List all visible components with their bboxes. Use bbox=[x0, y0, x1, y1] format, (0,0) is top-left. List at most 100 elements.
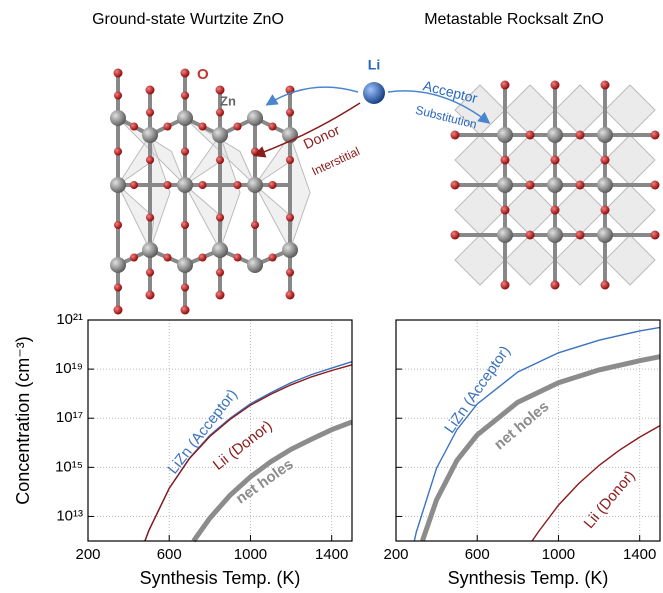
o-atom bbox=[651, 181, 660, 190]
zn-atom bbox=[547, 227, 563, 243]
zn-atom bbox=[110, 110, 126, 126]
y-tick-label: 10¹⁵ bbox=[55, 458, 83, 475]
right-title: Metastable Rocksalt ZnO bbox=[424, 11, 604, 28]
o-atom bbox=[130, 181, 138, 189]
x-axis-label: Synthesis Temp. (K) bbox=[140, 568, 301, 588]
o-atom bbox=[286, 269, 294, 277]
o-atom bbox=[451, 181, 460, 190]
o-atom bbox=[181, 92, 189, 100]
o-atom bbox=[164, 181, 172, 189]
o-atom bbox=[146, 214, 154, 222]
o-atom bbox=[181, 69, 190, 78]
zn-atom bbox=[497, 177, 513, 193]
o-atom bbox=[269, 123, 277, 131]
o-atom bbox=[576, 131, 585, 140]
o-atom bbox=[601, 156, 610, 165]
o-atom bbox=[651, 231, 660, 240]
y-tick-label: 10¹⁹ bbox=[55, 360, 83, 377]
o-atom bbox=[269, 181, 277, 189]
octahedron bbox=[555, 135, 605, 185]
o-atom bbox=[164, 123, 172, 131]
o-atom bbox=[576, 181, 585, 190]
charts: LiZn (Acceptor)Lii (Donor)net holes20060… bbox=[13, 311, 660, 588]
rocksalt-structure bbox=[451, 81, 660, 290]
o-atom bbox=[286, 291, 295, 300]
x-tick-label: 1400 bbox=[315, 546, 348, 563]
o-atom bbox=[576, 231, 585, 240]
y-tick-label: 10¹³ bbox=[56, 507, 83, 524]
series-label: net holes bbox=[491, 398, 552, 453]
zn-atom bbox=[247, 257, 263, 273]
zn-atom bbox=[497, 127, 513, 143]
o-atom bbox=[164, 254, 172, 262]
o-atom bbox=[551, 81, 560, 90]
o-atom bbox=[146, 86, 155, 95]
zn-atom bbox=[177, 110, 193, 126]
zn-atom bbox=[177, 177, 193, 193]
x-tick-label: 600 bbox=[465, 546, 490, 563]
o-atom bbox=[234, 123, 242, 131]
octahedron bbox=[455, 235, 505, 285]
o-atom bbox=[216, 109, 224, 117]
x-tick-label: 200 bbox=[75, 546, 100, 563]
zn-atom bbox=[177, 257, 193, 273]
x-tick-label: 1000 bbox=[234, 546, 267, 563]
zn-atom bbox=[497, 227, 513, 243]
o-atom bbox=[501, 81, 510, 90]
zn-atom bbox=[110, 257, 126, 273]
o-atom bbox=[181, 221, 189, 229]
zn-label: Zn bbox=[220, 93, 236, 108]
o-atom bbox=[181, 148, 189, 156]
o-atom bbox=[114, 148, 122, 156]
zn-atom bbox=[247, 110, 263, 126]
y-tick-label: 10¹⁷ bbox=[56, 409, 83, 426]
li-label: Li bbox=[368, 57, 380, 73]
x-tick-label: 1400 bbox=[623, 546, 656, 563]
o-atom bbox=[501, 206, 510, 215]
o-atom bbox=[146, 109, 154, 117]
zn-atom bbox=[142, 242, 158, 258]
zn-atom bbox=[547, 177, 563, 193]
octahedron bbox=[505, 235, 555, 285]
figure: Ground-state Wurtzite ZnO Metastable Roc… bbox=[0, 0, 663, 593]
o-atom bbox=[601, 81, 610, 90]
o-atom bbox=[114, 69, 123, 78]
zn-atom bbox=[597, 177, 613, 193]
o-atom bbox=[501, 281, 510, 290]
zn-atom bbox=[597, 227, 613, 243]
o-atom bbox=[451, 231, 460, 240]
octahedron bbox=[455, 135, 505, 185]
o-atom bbox=[199, 254, 207, 262]
o-atom bbox=[234, 181, 242, 189]
zn-atom bbox=[597, 127, 613, 143]
o-atom bbox=[199, 123, 207, 131]
o-atom bbox=[451, 131, 460, 140]
octahedron bbox=[555, 185, 605, 235]
o-atom bbox=[146, 156, 154, 164]
wurtzite-structure bbox=[110, 69, 310, 315]
interstitial-label: Interstitial bbox=[309, 144, 361, 178]
o-atom bbox=[181, 284, 189, 292]
left-title: Ground-state Wurtzite ZnO bbox=[92, 11, 284, 28]
zn-atom bbox=[282, 242, 298, 258]
o-atom bbox=[216, 156, 224, 164]
o-label: O bbox=[197, 66, 209, 83]
o-atom bbox=[114, 284, 122, 292]
octahedron bbox=[505, 185, 555, 235]
o-atom bbox=[551, 156, 560, 165]
o-atom bbox=[286, 156, 294, 164]
arrow-interstitial-blue bbox=[268, 87, 358, 104]
o-atom bbox=[286, 109, 294, 117]
o-atom bbox=[114, 306, 123, 315]
o-atom bbox=[199, 181, 207, 189]
o-atom bbox=[526, 181, 535, 190]
o-atom bbox=[601, 281, 610, 290]
series-label: Lii (Donor) bbox=[581, 467, 639, 532]
octahedron bbox=[505, 85, 555, 135]
o-atom bbox=[216, 214, 224, 222]
acceptor-label: Acceptor bbox=[422, 77, 480, 106]
o-atom bbox=[130, 123, 138, 131]
o-atom bbox=[146, 269, 154, 277]
o-atom bbox=[234, 254, 242, 262]
x-tick-label: 1000 bbox=[542, 546, 575, 563]
